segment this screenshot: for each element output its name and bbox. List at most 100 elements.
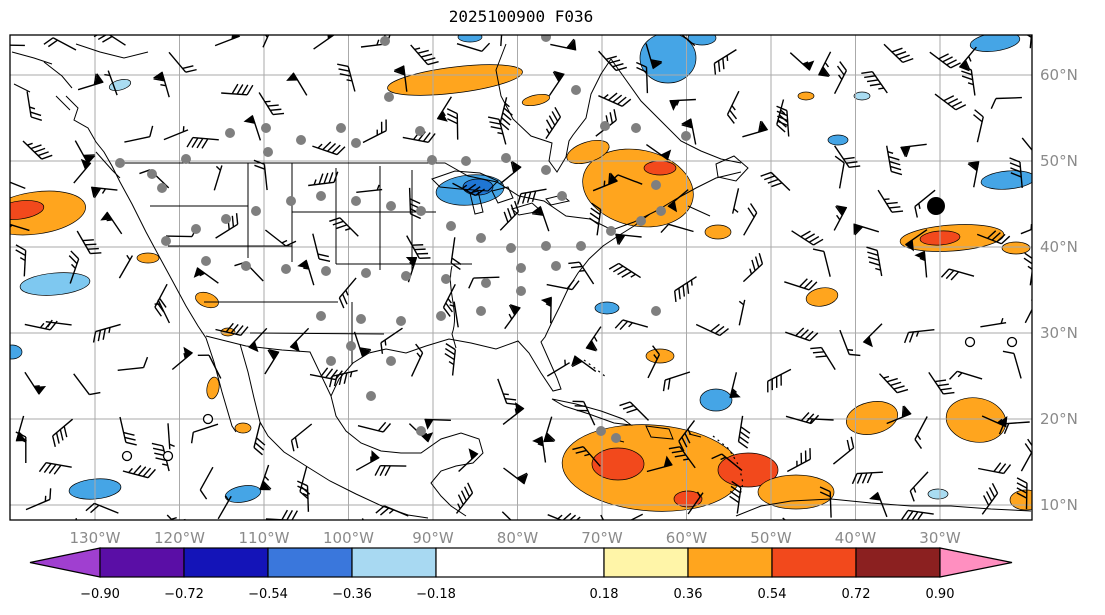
wind-barb: [221, 83, 254, 96]
wind-barb: [197, 354, 222, 379]
wind-barb: [791, 230, 824, 246]
coastline-path: [43, 61, 73, 89]
wind-barb: [171, 346, 194, 371]
wind-barb: [375, 505, 409, 517]
coastline-path: [715, 155, 749, 182]
wind-barb: [92, 323, 121, 343]
latitude-tick-label: 20°N: [1040, 410, 1078, 428]
chart-title: 2025100900 F036: [449, 7, 594, 26]
wind-barb: [24, 371, 47, 395]
station-dot: [651, 306, 661, 316]
colorbar-tick-label: 0.90: [926, 587, 955, 602]
wind-barb: [243, 114, 262, 141]
wind-barb: [499, 97, 513, 131]
wind-barb: [455, 482, 474, 514]
wind-barb: [662, 371, 691, 392]
wind-barb: [901, 509, 934, 520]
station-dot: [225, 128, 235, 138]
wind-barb: [767, 368, 792, 393]
shading-patch: [206, 376, 220, 400]
shading-patch: [827, 134, 849, 146]
shading-patch: [704, 224, 732, 240]
wind-barb: [572, 400, 596, 426]
wind-barb: [785, 412, 820, 425]
wind-barb: [940, 268, 975, 281]
colorbar-tick-label: 0.36: [674, 587, 703, 602]
wind-barb: [832, 436, 855, 465]
wind-barb: [167, 423, 175, 450]
coastline-path: [491, 186, 514, 204]
shading-patch: [224, 485, 262, 503]
shading-patch: [566, 139, 610, 165]
shading-patch: [846, 401, 898, 435]
longitude-tick-label: 60°W: [666, 529, 708, 547]
colorbar-segment: [771, 547, 857, 578]
island-arc-path: [712, 435, 744, 500]
shading-patch: [10, 200, 45, 220]
wind-barb: [711, 453, 743, 471]
coastline-path: [431, 170, 499, 192]
wind-barb: [737, 415, 751, 449]
shading-patch: [717, 452, 779, 488]
shading-patch: [457, 35, 483, 43]
wind-barb: [819, 486, 832, 518]
station-dot: [600, 121, 610, 131]
station-dot: [506, 243, 516, 253]
coastline-path: [205, 335, 332, 397]
coastline-path: [249, 332, 385, 335]
station-dot: [201, 256, 211, 266]
colorbar-segment: [351, 547, 437, 578]
wind-barb: [869, 491, 888, 518]
station-dot-layer: [115, 35, 1018, 462]
wind-barb: [713, 49, 737, 75]
wind-barb: [499, 200, 520, 231]
shading-patch: [234, 422, 252, 434]
wind-barb: [571, 355, 597, 372]
coastline-path: [330, 213, 651, 517]
wind-barb: [614, 319, 648, 331]
shading-patch: [594, 301, 620, 315]
wind-barb: [117, 356, 149, 371]
wind-barb: [909, 471, 929, 502]
wind-barb: [90, 186, 118, 199]
colorbar-right-arrow: [939, 547, 1013, 578]
wind-barb: [674, 35, 696, 47]
wind-barb: [253, 159, 268, 191]
wind-barb: [356, 184, 383, 193]
shading-patch: [19, 272, 91, 296]
shading-patch: [969, 35, 1021, 52]
wind-barb: [199, 466, 214, 500]
wind-barb: [456, 42, 491, 52]
station-dot: [501, 153, 511, 163]
wind-barb: [355, 450, 380, 471]
station-dot: [681, 131, 691, 141]
shading-patch: [1001, 241, 1031, 255]
wind-barb: [668, 446, 696, 469]
wind-barb: [738, 299, 746, 326]
wind-barb: [85, 502, 119, 514]
wind-barb: [548, 70, 565, 96]
wind-barb: [449, 301, 459, 328]
wind-barb: [1002, 350, 1022, 379]
wind-barb: [615, 233, 642, 246]
wind-barb: [647, 345, 661, 379]
wind-barb: [264, 229, 297, 247]
station-dot: [384, 92, 394, 102]
open-circle-marker: [121, 450, 133, 462]
wind-barb: [619, 401, 649, 421]
station-dot: [401, 271, 411, 281]
station-dot: [366, 391, 376, 401]
coastline-path: [120, 162, 651, 231]
shading-patch: [643, 160, 677, 176]
wind-barb: [38, 461, 72, 475]
wind-barb: [436, 96, 452, 122]
wind-barb: [789, 52, 815, 71]
wind-barb: [928, 372, 955, 395]
wind-barb: [487, 116, 507, 145]
colorbar-tick-label: 0.18: [590, 587, 619, 602]
wind-barb: [585, 326, 602, 352]
shading-patch: [757, 474, 835, 510]
longitude-tick-label: 130°W: [70, 529, 121, 547]
latitude-tick-label: 30°N: [1040, 324, 1078, 342]
station-dot: [251, 206, 261, 216]
